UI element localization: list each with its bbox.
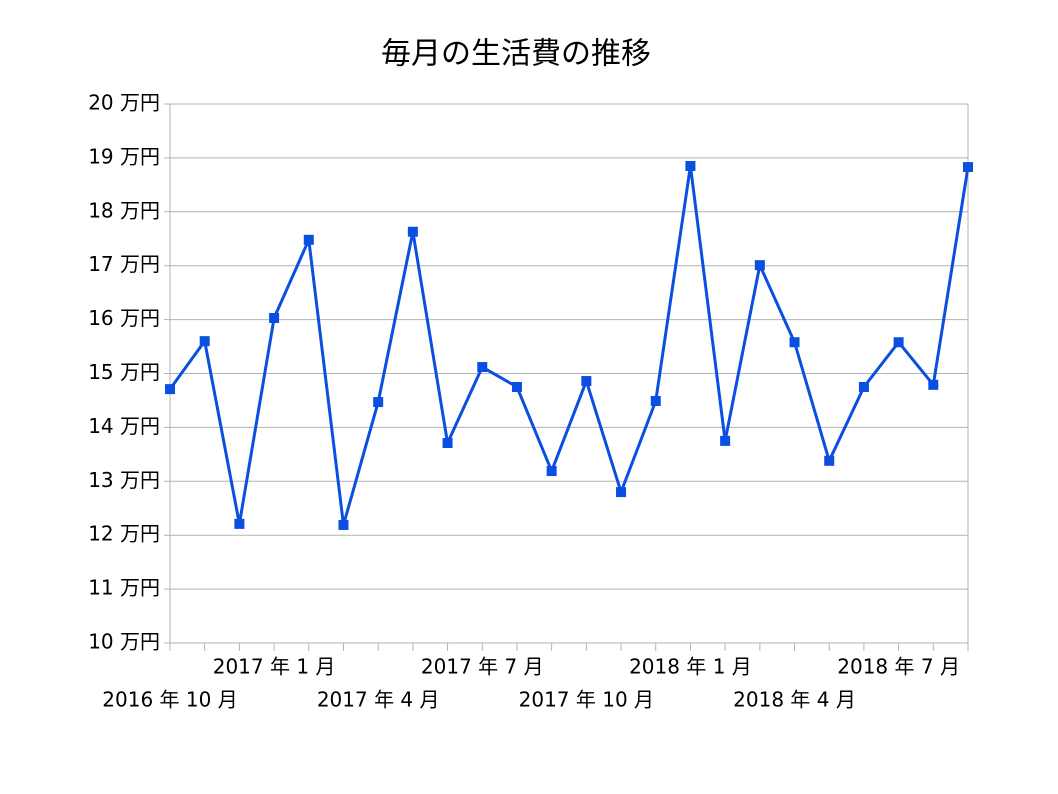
- x-tick-label: 2017 年 10 月: [519, 688, 654, 712]
- point: [824, 455, 835, 466]
- y-tick-label: 16 万円: [88, 306, 160, 330]
- x-tick-label: 2018 年 1 月: [629, 655, 752, 679]
- x-tick-label: 2017 年 4 月: [317, 688, 440, 712]
- point: [616, 487, 627, 498]
- y-tick-label: 20 万円: [88, 91, 160, 115]
- y-tick-label: 11 万円: [88, 576, 160, 600]
- point: [338, 519, 349, 530]
- point: [546, 466, 557, 477]
- y-tick-label: 14 万円: [88, 414, 160, 438]
- point: [165, 384, 175, 395]
- series-line: [168, 164, 970, 527]
- point: [407, 226, 418, 237]
- point: [581, 376, 592, 387]
- x-tick-label: 2018 年 4 月: [733, 688, 856, 712]
- chart-title: 毎月の生活費の推移: [381, 37, 651, 72]
- plot-border: [169, 103, 969, 644]
- point: [754, 260, 765, 271]
- point: [511, 381, 522, 392]
- x-tick-label: 2017 年 7 月: [421, 655, 544, 679]
- y-tick-label: 17 万円: [88, 252, 160, 276]
- y-tick-label: 19 万円: [88, 144, 160, 168]
- y-tick-label: 12 万円: [88, 522, 160, 546]
- y-tick-label: 13 万円: [88, 468, 160, 492]
- point: [269, 312, 280, 323]
- y-tick-label: 15 万円: [88, 360, 160, 384]
- x-tick-label: 2018 年 7 月: [837, 655, 960, 679]
- point: [373, 397, 384, 408]
- point: [234, 518, 245, 529]
- point: [650, 395, 661, 406]
- point: [303, 234, 314, 245]
- point: [893, 337, 904, 348]
- point: [720, 435, 731, 446]
- point: [685, 160, 696, 171]
- point: [442, 438, 453, 449]
- point: [928, 379, 939, 390]
- point: [963, 162, 973, 173]
- y-tick-label: 18 万円: [88, 198, 160, 222]
- x-tick-label: 2017 年 1 月: [213, 655, 336, 679]
- x-tick-label: 2016 年 10 月: [102, 688, 237, 712]
- point: [199, 336, 210, 347]
- point: [477, 362, 488, 373]
- point: [858, 381, 869, 392]
- point: [789, 337, 800, 348]
- y-tick-label: 10 万円: [88, 630, 160, 654]
